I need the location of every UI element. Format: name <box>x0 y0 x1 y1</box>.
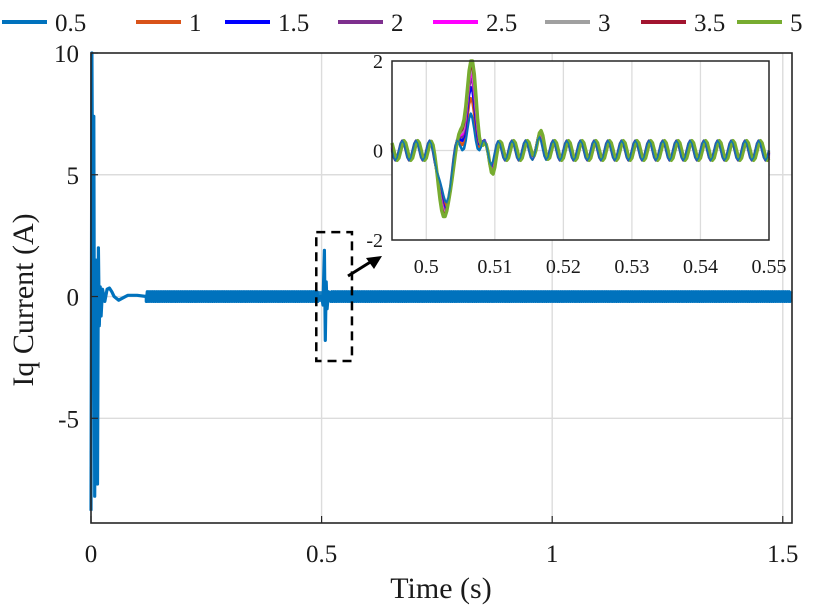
inset-x-tick-label: 0.52 <box>546 256 581 278</box>
legend-label: 5 <box>790 10 803 37</box>
y-tick-label: 0 <box>67 285 80 312</box>
x-axis-label: Time (s) <box>390 572 491 605</box>
main-ripple-band <box>146 291 792 302</box>
y-tick-label: 10 <box>54 41 79 68</box>
legend-item: 2 <box>338 10 404 37</box>
inset-x-tick-label: 0.51 <box>477 256 512 278</box>
x-tick-label: 1 <box>546 541 559 568</box>
inset-series-5 <box>390 59 771 219</box>
inset-y-tick-label: 0 <box>373 141 383 163</box>
inset-x-tick-label: 0.5 <box>414 256 439 278</box>
inset-traces <box>390 59 771 219</box>
legend-label: 3.5 <box>694 10 725 37</box>
legend-item: 3.5 <box>641 10 725 37</box>
legend-item: 1 <box>136 10 202 37</box>
x-tick-label: 0.5 <box>306 541 337 568</box>
inset-axes-frame <box>391 60 770 241</box>
main-traces <box>89 51 793 511</box>
inset-x-tick-label: 0.53 <box>614 256 649 278</box>
y-tick-label: -5 <box>58 406 79 433</box>
legend-label: 0.5 <box>55 10 86 37</box>
main-axes-frame <box>90 52 793 524</box>
y-tick-label: 5 <box>67 163 80 190</box>
x-tick-label: 1.5 <box>767 541 798 568</box>
y-axis-label: Iq Current (A) <box>7 213 40 386</box>
inset-y-tick-label: 2 <box>373 51 383 73</box>
inset-series-0.5-overlay <box>391 111 770 204</box>
legend-item: 1.5 <box>225 10 309 37</box>
legend-label: 2 <box>391 10 404 37</box>
zoom-arrow <box>347 256 382 278</box>
zoom-window-box <box>315 230 354 363</box>
legend-item: 2.5 <box>433 10 517 37</box>
legend: 0.5 1 1.5 2 2.5 3 3.5 5 <box>2 10 803 37</box>
inset-ticks: 0.5 0.51 0.52 0.53 0.54 0.55 2 0 -2 <box>366 51 786 278</box>
legend-item: 3 <box>545 10 611 37</box>
legend-item: 0.5 <box>2 10 86 37</box>
inset-y-tick-label: -2 <box>366 230 383 252</box>
x-tick-label: 0 <box>85 541 98 568</box>
legend-label: 1.5 <box>278 10 309 37</box>
legend-label: 2.5 <box>486 10 517 37</box>
legend-label: 1 <box>189 10 202 37</box>
inset-x-tick-label: 0.54 <box>683 256 718 278</box>
legend-label: 3 <box>598 10 611 37</box>
legend-item: 5 <box>737 10 803 37</box>
inset-x-tick-label: 0.55 <box>752 256 787 278</box>
